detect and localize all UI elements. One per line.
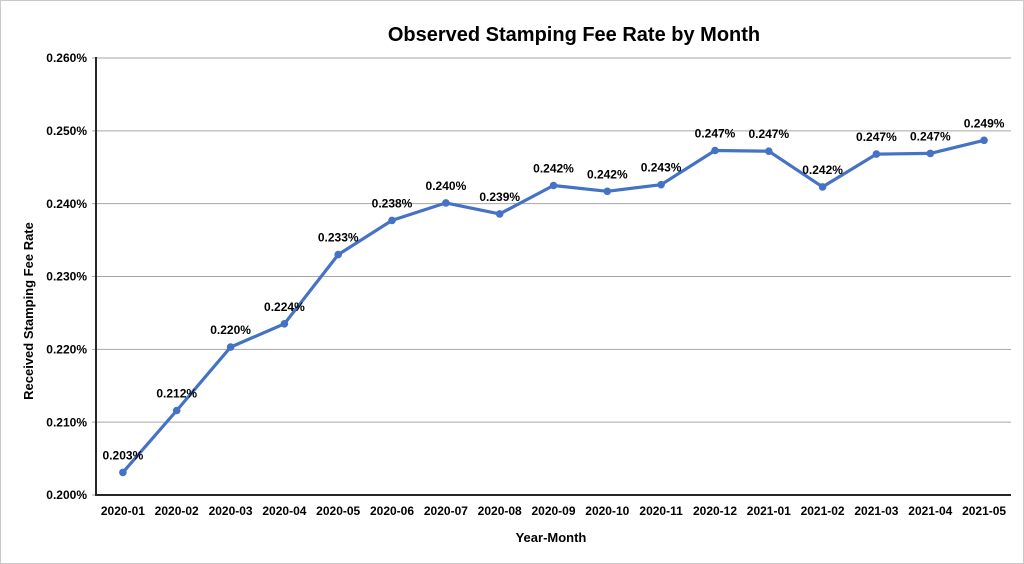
data-point-label: 0.239% [479, 190, 520, 204]
data-point-label: 0.247% [910, 129, 951, 143]
data-point-marker [603, 187, 612, 196]
chart-title: Observed Stamping Fee Rate by Month [388, 24, 760, 46]
data-point-marker [926, 149, 935, 158]
x-tick-label: 2021-02 [801, 504, 845, 518]
data-point-label: 0.243% [641, 161, 682, 175]
data-point-label: 0.233% [318, 231, 359, 245]
data-point-marker [657, 180, 665, 189]
data-point-label: 0.247% [856, 130, 897, 144]
data-point-marker [334, 250, 343, 259]
y-tick-label: 0.240% [46, 197, 87, 211]
y-axis-title: Received Stamping Fee Rate [21, 222, 36, 400]
y-tick-label: 0.250% [46, 124, 87, 138]
data-point-label: 0.212% [156, 387, 197, 401]
x-tick-label: 2020-05 [316, 504, 360, 518]
data-point-label: 0.203% [103, 448, 144, 462]
line-series [119, 136, 988, 477]
x-axis-title: Year-Month [516, 530, 587, 545]
x-tick-label: 2020-08 [478, 504, 522, 518]
x-tick-label: 2020-10 [585, 504, 629, 518]
data-point-label: 0.220% [210, 323, 251, 337]
y-tick-label: 0.210% [46, 415, 87, 429]
y-tick-label: 0.260% [46, 51, 87, 65]
data-point-label: 0.249% [964, 116, 1005, 130]
data-point-marker [549, 181, 558, 190]
data-point-label: 0.247% [695, 127, 736, 141]
y-tick-label: 0.230% [46, 270, 87, 284]
x-tick-label: 2020-03 [209, 504, 253, 518]
x-tick-label: 2021-04 [908, 504, 952, 518]
x-tick-label: 2021-01 [747, 504, 791, 518]
x-tick-label: 2020-09 [531, 504, 575, 518]
data-point-label: 0.242% [802, 163, 843, 177]
y-tick-label: 0.200% [46, 488, 87, 502]
x-tick-label: 2020-06 [370, 504, 414, 518]
x-tick-label: 2021-03 [854, 504, 898, 518]
x-tick-label: 2020-01 [101, 504, 145, 518]
data-point-label: 0.247% [748, 127, 789, 141]
y-tick-label: 0.220% [46, 343, 87, 357]
data-point-marker [495, 210, 504, 218]
data-point-marker [818, 183, 827, 191]
x-tick-label: 2020-12 [693, 504, 737, 518]
data-point-marker [226, 343, 235, 351]
data-point-marker [172, 406, 181, 415]
x-tick-label: 2020-04 [262, 504, 306, 518]
data-point-label: 0.240% [426, 179, 467, 193]
gridlines [92, 57, 1011, 496]
data-point-label: 0.238% [372, 196, 413, 210]
data-point-marker [442, 199, 450, 207]
x-axis-tick-labels: 2020-01 2020-02 2020-03 2020-04 2020-05 2020-… [101, 504, 1007, 518]
data-point-marker [765, 147, 773, 155]
axes [95, 57, 1011, 496]
data-point-marker [119, 468, 127, 477]
data-point-label: 0.242% [587, 167, 628, 181]
data-point-marker [872, 150, 881, 158]
data-point-label: 0.242% [533, 162, 574, 176]
x-tick-label: 2020-07 [424, 504, 468, 518]
x-tick-label: 2021-05 [962, 504, 1006, 518]
data-point-marker [280, 320, 289, 328]
data-point-marker [388, 216, 396, 225]
data-point-labels: 0.203% 0.212% 0.220% 0.224% 0.233% 0.238% 0.24… [103, 116, 1005, 462]
data-point-marker [711, 146, 719, 155]
data-point-label: 0.224% [264, 300, 305, 314]
data-point-marker [980, 136, 988, 145]
x-tick-label: 2020-11 [639, 504, 683, 518]
y-axis-tick-labels: 0.200% 0.210% 0.220% 0.230% 0.240% 0.250% 0.26… [46, 51, 87, 502]
x-tick-label: 2020-02 [155, 504, 199, 518]
